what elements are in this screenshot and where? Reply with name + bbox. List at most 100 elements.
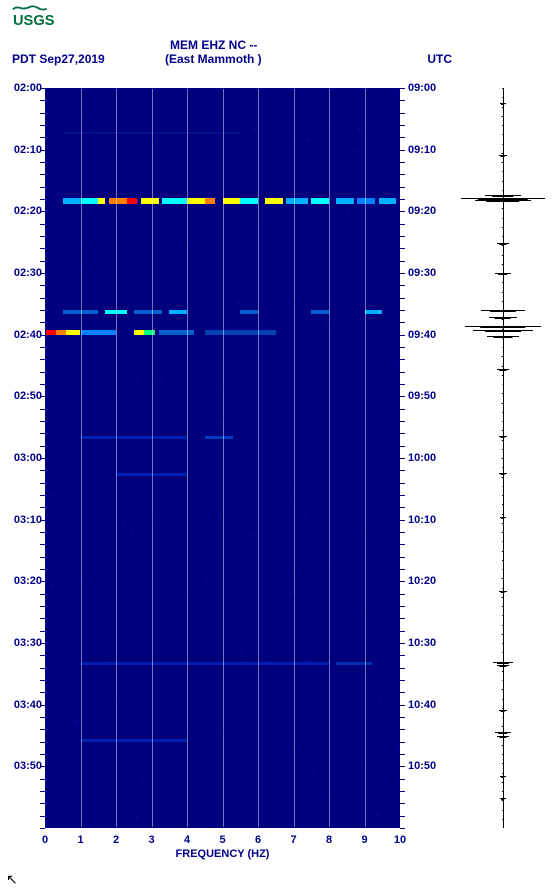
x-tick: 0	[42, 828, 48, 846]
minor-tick-right	[400, 520, 405, 521]
wave-dot	[502, 680, 503, 681]
wave-dot	[502, 88, 504, 89]
wave-dot	[501, 551, 503, 552]
minor-tick-left	[40, 150, 45, 151]
minor-tick-left	[40, 384, 45, 385]
minor-tick-left	[40, 742, 45, 743]
minor-tick-left	[40, 729, 45, 730]
utc-label: UTC	[427, 52, 452, 66]
minor-tick-left	[40, 88, 45, 89]
minor-tick-right	[400, 779, 405, 780]
wave-spike	[501, 777, 505, 778]
minor-tick-right	[400, 113, 405, 114]
wave-spike	[489, 311, 515, 312]
wave-dot	[501, 578, 504, 579]
minor-tick-right	[400, 446, 405, 447]
minor-tick-right	[400, 581, 405, 582]
wave-dot	[502, 560, 504, 561]
y-tick-right: 10:10	[400, 514, 436, 526]
wave-spike	[500, 437, 505, 438]
minor-tick-right	[400, 285, 405, 286]
minor-tick-left	[40, 137, 45, 138]
minor-tick-left	[40, 828, 45, 829]
minor-tick-left	[40, 211, 45, 212]
minor-tick-left	[40, 594, 45, 595]
x-tick: 8	[326, 828, 332, 846]
y-tick-right: 09:20	[400, 205, 436, 217]
x-gridline	[152, 88, 153, 828]
wave-dot	[501, 458, 504, 459]
wave-dot	[502, 97, 503, 98]
wave-dot	[502, 190, 503, 191]
minor-tick-left	[40, 187, 45, 188]
wave-spike	[500, 156, 505, 157]
minor-tick-right	[400, 606, 405, 607]
minor-tick-left	[40, 483, 45, 484]
minor-tick-left	[40, 421, 45, 422]
x-gridline	[187, 88, 188, 828]
wave-dot	[501, 292, 503, 293]
minor-tick-left	[40, 507, 45, 508]
minor-tick-left	[40, 298, 45, 299]
x-tick: 9	[361, 828, 367, 846]
minor-tick-left	[40, 446, 45, 447]
wave-dot	[501, 791, 503, 792]
minor-tick-right	[400, 507, 405, 508]
minor-tick-right	[400, 236, 405, 237]
minor-tick-right	[400, 668, 405, 669]
x-tick: 2	[113, 828, 119, 846]
wave-dot	[502, 588, 503, 589]
minor-tick-right	[400, 174, 405, 175]
wave-dot	[502, 338, 503, 339]
minor-tick-right	[400, 643, 405, 644]
minor-tick-left	[40, 322, 45, 323]
wave-dot	[502, 144, 503, 145]
x-axis-label: FREQUENCY (HZ)	[176, 848, 270, 860]
wave-dot	[502, 384, 503, 385]
wave-dot	[502, 181, 504, 182]
minor-tick-right	[400, 544, 405, 545]
minor-tick-left	[40, 174, 45, 175]
minor-tick-right	[400, 495, 405, 496]
wave-spike	[501, 518, 505, 519]
minor-tick-left	[40, 495, 45, 496]
minor-tick-left	[40, 335, 45, 336]
minor-tick-right	[400, 396, 405, 397]
wave-dot	[501, 523, 503, 524]
minor-tick-left	[40, 273, 45, 274]
wave-dot	[501, 662, 504, 663]
minor-tick-left	[40, 125, 45, 126]
minor-tick-right	[400, 372, 405, 373]
x-tick: 10	[394, 828, 406, 846]
minor-tick-left	[40, 162, 45, 163]
wave-dot	[501, 227, 503, 228]
y-tick-right: 09:00	[400, 82, 436, 94]
wave-dot	[502, 652, 503, 653]
minor-tick-right	[400, 803, 405, 804]
wave-dot	[502, 236, 504, 237]
minor-tick-left	[40, 310, 45, 311]
minor-tick-left	[40, 581, 45, 582]
x-tick: 7	[290, 828, 296, 846]
date-label: PDT Sep27,2019	[12, 52, 105, 66]
minor-tick-right	[400, 754, 405, 755]
wave-dot	[501, 726, 504, 727]
wave-dot	[502, 541, 503, 542]
wave-dot	[501, 273, 503, 274]
minor-tick-left	[40, 100, 45, 101]
minor-tick-right	[400, 359, 405, 360]
wave-dot	[502, 421, 504, 422]
wave-dot	[501, 430, 503, 431]
minor-tick-left	[40, 532, 45, 533]
x-tick: 5	[219, 828, 225, 846]
minor-tick-left	[40, 433, 45, 434]
y-tick-right: 09:10	[400, 144, 436, 156]
minor-tick-left	[40, 470, 45, 471]
spectrogram-plot: FREQUENCY (HZ) 01234567891002:0002:1002:…	[45, 88, 400, 828]
wave-dot	[501, 310, 504, 311]
minor-tick-right	[400, 162, 405, 163]
minor-tick-left	[40, 569, 45, 570]
wave-dot	[502, 486, 503, 487]
wave-spike	[500, 711, 505, 712]
wave-spike	[485, 331, 521, 332]
